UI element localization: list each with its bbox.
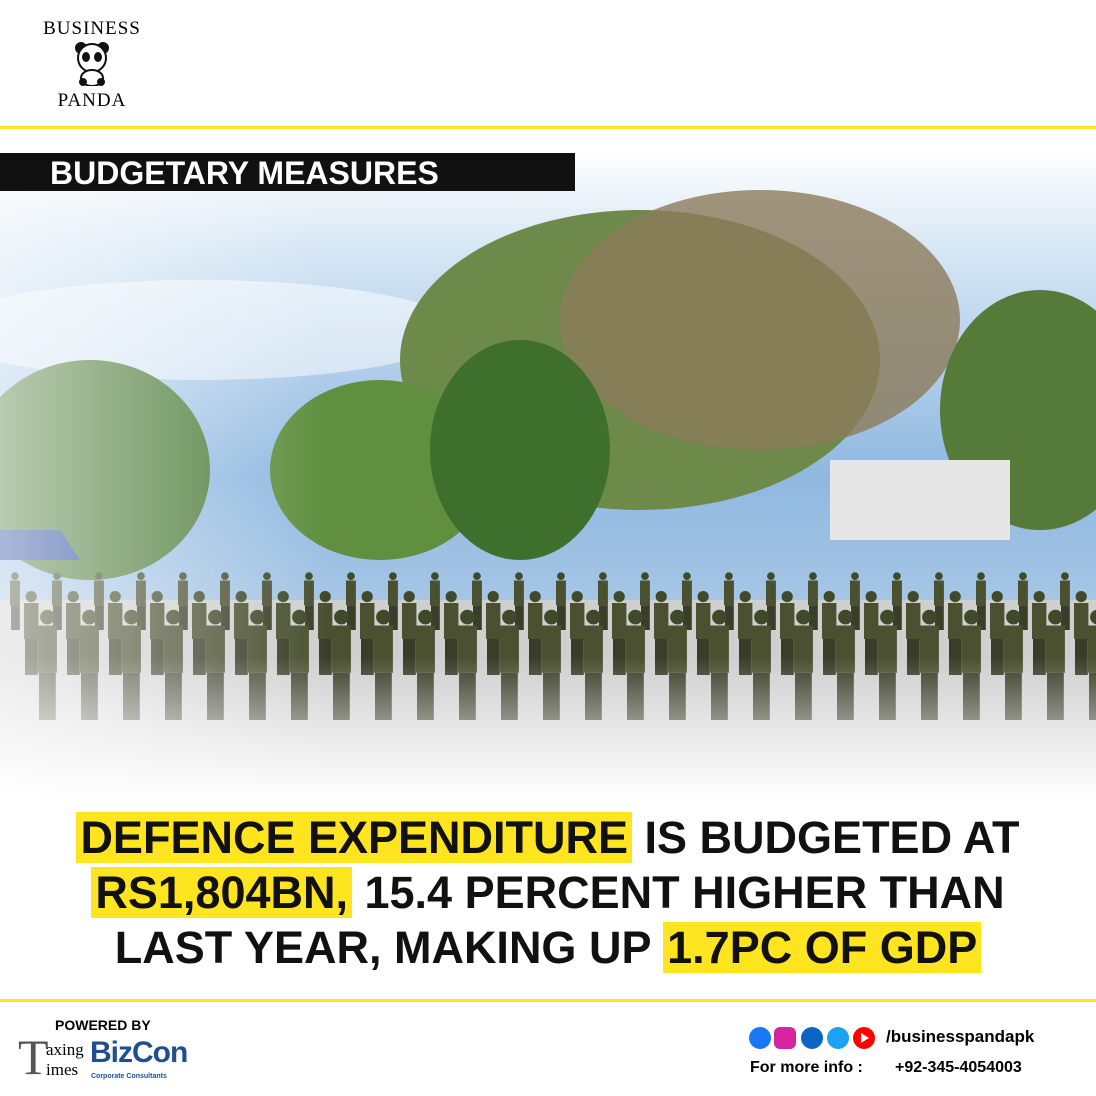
divider (0, 126, 1096, 129)
bizcon-name: BizCon (90, 1036, 188, 1069)
powered-by: POWERED BY (55, 1017, 151, 1033)
headline-line: RS1,804BN, 15.4 PERCENT HIGHER THAN (0, 867, 1096, 919)
bizcon-tagline: Corporate Consultants (91, 1073, 167, 1080)
taxing-times-t: T (18, 1029, 49, 1085)
taxing-times-word: imes (46, 1060, 79, 1079)
headline-text: LAST YEAR, MAKING UP (114, 922, 664, 973)
divider (0, 999, 1096, 1002)
facebook-icon[interactable] (749, 1027, 771, 1049)
photo (0, 150, 1096, 800)
instagram-icon[interactable] (774, 1027, 796, 1049)
taxing-times-word: axing (46, 1040, 84, 1059)
headline-line: LAST YEAR, MAKING UP 1.7PC OF GDP (0, 922, 1096, 974)
highlighted-text: DEFENCE EXPENDITURE (76, 812, 633, 863)
phone: +92-345-4054003 (895, 1059, 1022, 1076)
headline-line: DEFENCE EXPENDITURE IS BUDGETED AT (0, 812, 1096, 864)
highlighted-text: RS1,804BN, (91, 867, 352, 918)
headline-text: 15.4 PERCENT HIGHER THAN (352, 867, 1005, 918)
info-label: For more info : (750, 1059, 863, 1076)
brand-top: BUSINESS (43, 18, 141, 39)
social-handle: /businesspandapk (886, 1027, 1035, 1046)
brand-bottom: PANDA (57, 90, 127, 111)
twitter-icon[interactable] (827, 1027, 849, 1049)
highlighted-text: 1.7PC OF GDP (663, 922, 982, 973)
social-icons (749, 1027, 875, 1049)
banner-title: BUDGETARY MEASURES (50, 155, 439, 191)
banner-bar (0, 153, 575, 191)
headline-text: IS BUDGETED AT (632, 812, 1020, 863)
linkedin-icon[interactable] (801, 1027, 823, 1049)
panda-logo (75, 42, 109, 86)
